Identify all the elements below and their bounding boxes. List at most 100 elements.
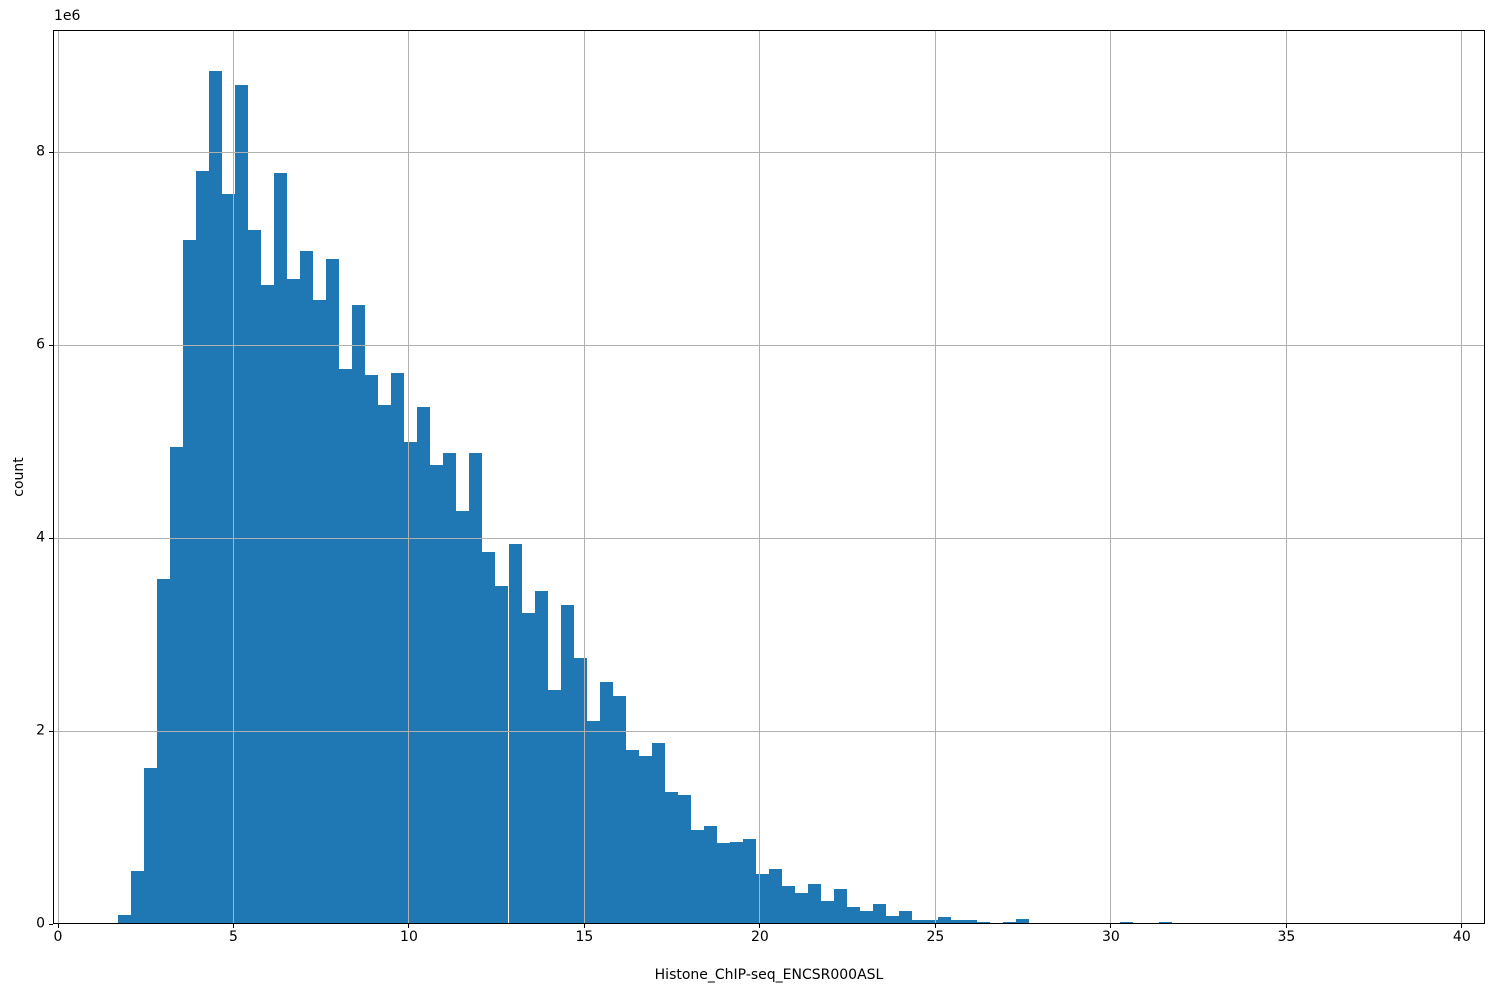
histogram-bar xyxy=(131,870,145,924)
x-tick xyxy=(1461,924,1463,928)
x-gridline xyxy=(232,30,234,924)
histogram-bar xyxy=(911,920,925,924)
y-tick xyxy=(49,344,53,346)
y-tick xyxy=(49,537,53,539)
x-tick xyxy=(1285,924,1287,928)
histogram-bar xyxy=(391,373,405,924)
histogram-bar xyxy=(677,794,691,924)
histogram-bar xyxy=(209,71,223,924)
y-gridline xyxy=(53,344,1485,346)
x-tick-label: 25 xyxy=(926,929,945,945)
histogram-bar xyxy=(625,750,639,924)
y-tick xyxy=(49,923,53,925)
histogram-bar xyxy=(482,551,496,924)
histogram-bar xyxy=(313,300,327,924)
histogram-bar xyxy=(417,407,431,924)
histogram-bar xyxy=(547,689,561,924)
histogram-bar xyxy=(404,441,418,924)
histogram-bar xyxy=(781,886,795,924)
x-tick-label: 20 xyxy=(751,929,769,945)
histogram-bar xyxy=(703,825,717,924)
histogram-bar xyxy=(846,906,860,924)
x-gridline xyxy=(1285,30,1287,924)
x-gridline xyxy=(1110,30,1112,924)
y-gridline xyxy=(53,923,1485,924)
histogram-bar xyxy=(378,405,392,924)
histogram-bar xyxy=(144,767,158,924)
x-tick xyxy=(1110,924,1112,928)
histogram-bar xyxy=(456,511,470,924)
histogram-bar xyxy=(742,839,756,924)
x-tick-label: 15 xyxy=(575,929,594,945)
histogram-bar xyxy=(924,920,938,924)
histogram-bar xyxy=(963,920,977,924)
grid-layer xyxy=(53,30,1485,924)
histogram-bar xyxy=(612,696,626,924)
histogram-bar xyxy=(586,721,600,924)
histogram-bar xyxy=(235,84,249,924)
histogram-bar xyxy=(274,172,288,924)
y-gridline xyxy=(53,151,1485,153)
histogram-bar xyxy=(599,681,613,924)
x-tick-label: 40 xyxy=(1452,929,1471,945)
x-tick-label: 0 xyxy=(53,929,63,945)
x-tick xyxy=(934,924,936,928)
histogram-bar xyxy=(807,884,821,924)
histogram-bar xyxy=(222,193,236,924)
histogram-bar xyxy=(820,900,834,924)
y-tick-label: 4 xyxy=(36,529,45,546)
x-tick xyxy=(57,924,59,928)
histogram-bar xyxy=(937,917,951,924)
bars-layer xyxy=(53,30,1485,924)
x-tick-label: 35 xyxy=(1277,929,1296,945)
y-tick xyxy=(49,730,53,732)
y-axis-offset-label: 1e6 xyxy=(54,8,81,24)
y-gridline xyxy=(53,537,1485,539)
histogram-bar xyxy=(872,903,886,924)
histogram-bar xyxy=(183,240,197,924)
histogram-bar xyxy=(430,464,444,924)
histogram-bar xyxy=(508,544,522,924)
x-gridline xyxy=(57,30,59,924)
x-axis-title: Histone_ChIP-seq_ENCSR000ASL xyxy=(654,967,884,983)
histogram-bar xyxy=(729,842,743,924)
histogram-bar xyxy=(755,873,769,924)
y-tick-label: 2 xyxy=(36,722,45,739)
histogram-bar xyxy=(716,843,730,924)
plot-area: 0 5 10 15 20 25 30 35 40 0 2 4 6 8 xyxy=(36,30,1485,945)
histogram-bar xyxy=(443,453,457,924)
histogram-bar xyxy=(352,304,366,924)
histogram-bar xyxy=(664,791,678,924)
histogram-bar xyxy=(157,578,171,924)
histogram-bar xyxy=(1120,921,1134,924)
histogram-bar xyxy=(638,756,652,924)
histogram-bar xyxy=(521,612,535,924)
x-gridline xyxy=(408,30,410,924)
x-tick xyxy=(408,924,410,928)
histogram-bar xyxy=(651,742,665,924)
y-tick-label: 6 xyxy=(36,336,45,353)
histogram-bar xyxy=(339,369,353,924)
x-tick-label: 30 xyxy=(1101,929,1120,945)
x-tick xyxy=(232,924,234,928)
histogram-bar xyxy=(495,585,509,924)
histogram-bar xyxy=(534,591,548,924)
histogram-bar xyxy=(248,229,262,924)
histogram-bar xyxy=(885,916,899,924)
histogram-bar xyxy=(690,830,704,924)
histogram-bar xyxy=(326,258,340,924)
histogram-bar xyxy=(469,453,483,924)
x-gridline xyxy=(1461,30,1463,924)
x-tick xyxy=(583,924,585,928)
histogram-bar xyxy=(859,910,873,924)
y-tick-label: 8 xyxy=(36,143,45,160)
histogram-bar xyxy=(1016,919,1030,924)
histogram-bar xyxy=(287,278,301,924)
y-tick-label: 0 xyxy=(36,915,45,932)
x-tick-label: 10 xyxy=(400,929,418,945)
y-gridline xyxy=(53,730,1485,732)
histogram-bar xyxy=(560,604,574,924)
x-gridline xyxy=(934,30,936,924)
histogram-bar xyxy=(118,915,132,924)
